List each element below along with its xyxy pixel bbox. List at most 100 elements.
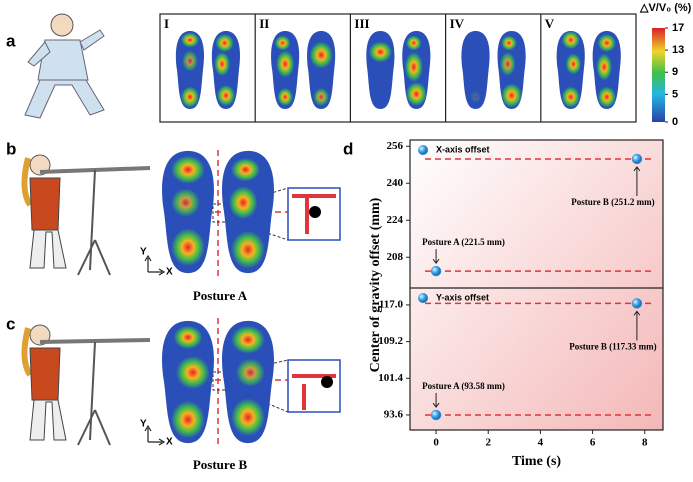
insole xyxy=(271,31,300,110)
stage-label: II xyxy=(259,16,269,31)
plot-frame xyxy=(409,139,664,431)
insole xyxy=(402,31,431,110)
pressure-blob xyxy=(596,53,612,81)
y-tick-label: 256 xyxy=(387,140,404,152)
pressure-map xyxy=(180,32,200,108)
insole-base xyxy=(461,31,490,110)
pressure-blob xyxy=(171,400,205,439)
pressure-blob xyxy=(231,398,265,437)
pressure-blob xyxy=(182,50,198,72)
pressure-blob xyxy=(180,86,200,108)
y-tick-label: 109.2 xyxy=(378,335,403,347)
colorbar-tick-label: 17 xyxy=(672,22,684,34)
pressure-blob xyxy=(231,230,265,269)
insole xyxy=(222,320,274,444)
pressure-blob xyxy=(171,228,205,267)
colorbar-label: △V/V₀ (%) xyxy=(639,2,692,14)
stage-frame xyxy=(159,13,637,123)
y-axis-label: Center of gravity offset (mm) xyxy=(368,197,383,372)
axis-glyph xyxy=(144,254,166,446)
insole xyxy=(556,31,585,110)
plot-background xyxy=(410,140,663,430)
pressure-blob xyxy=(274,35,291,51)
colorbar-tick-label: 5 xyxy=(672,88,678,100)
legend-marker xyxy=(418,293,428,303)
pressure-blob xyxy=(368,41,393,63)
x-tick-label: 0 xyxy=(433,437,439,449)
annotation: Posture A (93.58 mm) xyxy=(422,381,505,391)
pressure-map xyxy=(171,325,210,439)
pressure-blob xyxy=(499,52,516,76)
insole xyxy=(366,31,395,110)
panel-label: d xyxy=(343,139,353,158)
annotation-arrow xyxy=(633,166,641,196)
x-tick-label: 4 xyxy=(538,437,544,449)
legend-label: Y-axis offset xyxy=(436,292,489,302)
axis-glyph-label: Y xyxy=(140,419,147,430)
pressure-map xyxy=(214,34,236,106)
annotation-arrow xyxy=(432,249,440,264)
colorbar xyxy=(652,28,665,122)
pressure-blob xyxy=(565,53,582,75)
y-tick-label: 101.4 xyxy=(378,372,403,384)
pressure-blob xyxy=(406,35,422,51)
pressure-blob xyxy=(309,41,333,69)
posture-caption: Posture B xyxy=(193,457,248,472)
x-tick-label: 6 xyxy=(590,437,596,449)
pressure-blob xyxy=(228,186,258,220)
pressure-map xyxy=(470,91,481,103)
posture-caption: Posture A xyxy=(193,288,248,303)
y-tick-label: 93.6 xyxy=(384,408,404,420)
panel-label: b xyxy=(6,139,16,158)
axis-glyph-label: X xyxy=(166,267,173,278)
insole xyxy=(461,31,490,110)
colorbar-tick-label: 0 xyxy=(672,116,678,128)
x-axis-label: Time (s) xyxy=(512,454,561,469)
insole xyxy=(162,150,214,274)
zoom-detail xyxy=(292,194,336,410)
shooter-figure xyxy=(21,154,151,276)
data-point xyxy=(631,298,643,309)
data-point xyxy=(430,409,442,421)
pressure-blob xyxy=(216,85,236,106)
pressure-map xyxy=(228,157,265,269)
pressure-blob xyxy=(597,34,616,52)
panel-label: a xyxy=(6,31,16,50)
panel-label: c xyxy=(6,314,15,333)
annotation: Posture A (221.5 mm) xyxy=(422,237,505,247)
colorbar-tick-label: 9 xyxy=(672,66,678,78)
y-tick-label: 240 xyxy=(387,177,404,189)
pressure-map xyxy=(368,41,393,63)
legend-label: X-axis offset xyxy=(436,144,490,154)
data-point xyxy=(430,265,442,277)
axis-glyph-label: Y xyxy=(140,247,147,258)
stage-label: III xyxy=(354,16,369,31)
y-tick-label: 117.0 xyxy=(379,298,404,310)
pressure-blob xyxy=(214,52,230,76)
y-tick-label: 224 xyxy=(387,214,404,226)
pressure-blob xyxy=(404,52,423,82)
pressure-map xyxy=(561,31,582,108)
insole xyxy=(175,31,205,110)
pressure-map xyxy=(309,41,333,106)
annotation: Posture B (251.2 mm) xyxy=(571,197,654,207)
insole xyxy=(211,31,241,110)
pressure-blob xyxy=(231,325,265,354)
pressure-blob xyxy=(501,35,517,51)
pressure-blob xyxy=(276,50,295,78)
pressure-blob xyxy=(215,34,234,52)
insole xyxy=(497,31,526,110)
pressure-blob xyxy=(501,83,522,108)
pressure-blob xyxy=(171,188,200,217)
annotation: Posture B (117.33 mm) xyxy=(569,341,656,351)
x-tick-label: 2 xyxy=(485,437,491,449)
legend-marker xyxy=(418,145,428,155)
pressure-blob xyxy=(470,91,481,103)
taichi-figure xyxy=(24,13,105,119)
annotation-arrow xyxy=(633,310,641,341)
pressure-map xyxy=(596,34,616,108)
pressure-blob xyxy=(180,32,200,48)
stage-label: IV xyxy=(450,16,465,31)
pressure-blob xyxy=(236,358,265,387)
